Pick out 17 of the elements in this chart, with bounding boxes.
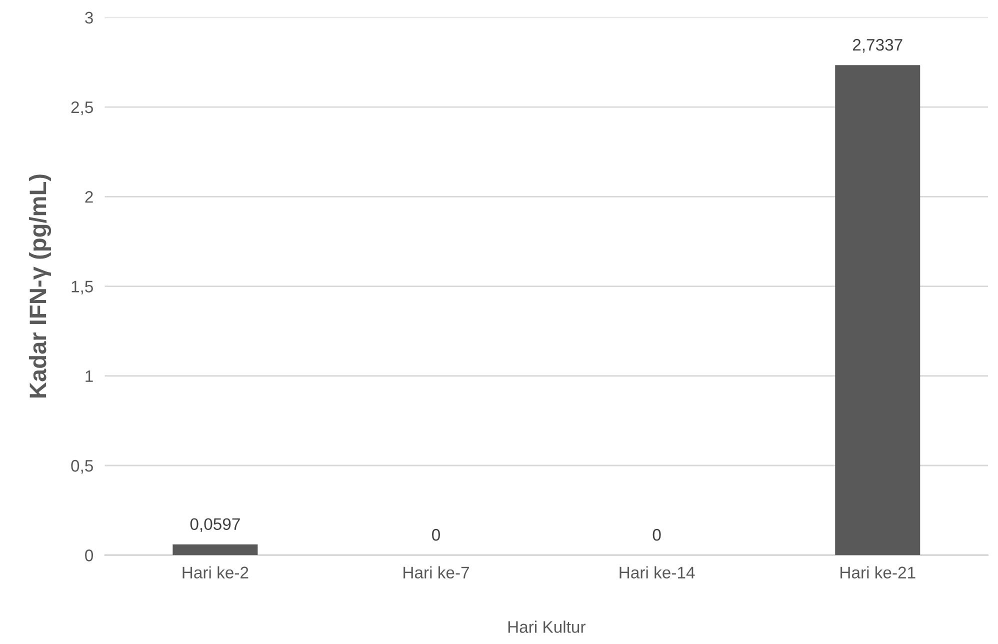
y-tick-label: 1 xyxy=(86,370,93,382)
y-tick-label: 2 xyxy=(85,191,93,203)
y-tick-label: 0,5 xyxy=(71,460,93,474)
y-tick-label: 2,5 xyxy=(71,101,93,116)
x-tick-label: Hari ke-7 xyxy=(404,566,469,578)
data-label: 2,7337 xyxy=(852,38,902,53)
data-label: 0,0597 xyxy=(190,518,240,532)
y-tick-label: 3 xyxy=(85,12,93,24)
y-tick-label: 0 xyxy=(85,550,94,562)
y-axis-title: Kadar IFN-γ (pg/mL) xyxy=(28,174,52,398)
x-tick-label: Hari ke-2 xyxy=(182,566,248,578)
x-axis-title: Hari Kultur xyxy=(508,620,586,633)
y-tick-label: 1,5 xyxy=(72,280,93,294)
x-tick-label: Hari ke-14 xyxy=(620,566,695,578)
data-label: 0 xyxy=(432,528,440,541)
data-label: 0 xyxy=(652,528,661,541)
x-tick-label: Hari ke-21 xyxy=(840,566,916,578)
